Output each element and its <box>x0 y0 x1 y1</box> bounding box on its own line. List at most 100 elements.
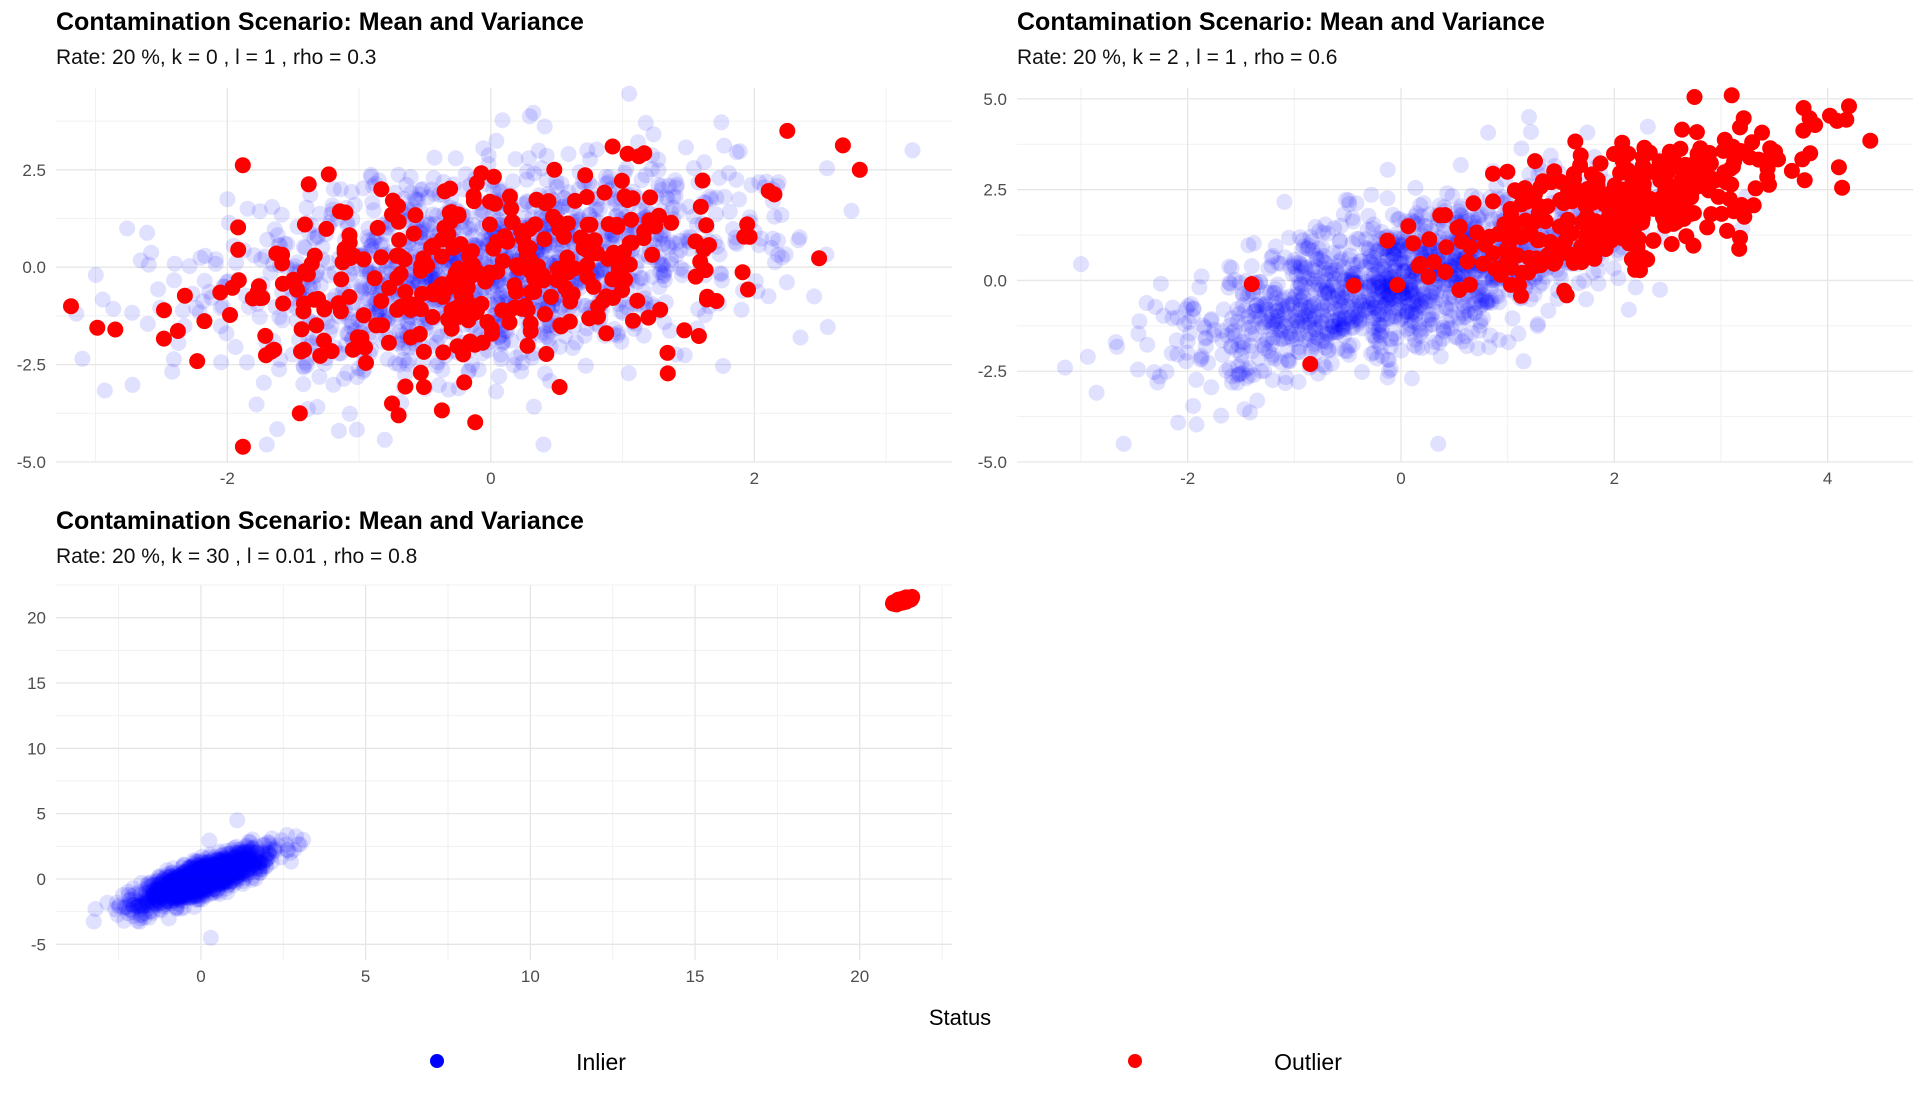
inlier-point <box>1407 306 1424 323</box>
inlier-point <box>1405 304 1422 321</box>
outlier-point <box>433 402 450 419</box>
inlier-point <box>1398 304 1415 320</box>
inlier-point <box>458 219 475 236</box>
inlier-point <box>1196 319 1213 336</box>
inlier-point <box>651 278 668 295</box>
inlier-point <box>266 221 283 238</box>
inlier-point <box>1266 350 1283 367</box>
inlier-point <box>1185 398 1202 414</box>
y-tick-label: -5.0 <box>17 453 46 472</box>
outlier-point <box>222 307 238 323</box>
inlier-point <box>353 278 370 294</box>
inlier-point <box>295 238 312 255</box>
inlier-point <box>711 169 728 186</box>
inlier-point <box>1534 275 1551 292</box>
inlier-point <box>1415 286 1432 303</box>
inlier-point <box>425 170 442 186</box>
inlier-point <box>654 257 671 274</box>
inlier-point <box>647 231 664 248</box>
inlier-point <box>1379 161 1396 178</box>
inlier-point <box>661 322 678 339</box>
inlier-point <box>1335 206 1352 223</box>
inlier-point <box>1382 330 1399 347</box>
inlier-point <box>87 267 104 283</box>
outlier-point <box>1522 217 1538 234</box>
inlier-point <box>429 326 445 343</box>
inlier-point <box>1336 310 1353 327</box>
inlier-point <box>655 235 672 252</box>
outlier-point <box>306 247 323 264</box>
inlier-point <box>1203 312 1220 329</box>
inlier-point <box>330 422 347 439</box>
inlier-point <box>773 207 790 223</box>
inlier-point <box>518 171 535 188</box>
inlier-point <box>1372 327 1389 344</box>
inlier-point <box>1315 333 1332 349</box>
outlier-point <box>384 206 400 223</box>
outlier-point <box>811 250 828 267</box>
inlier-point <box>379 351 396 368</box>
inlier-point <box>1270 307 1287 324</box>
inlier-point <box>629 273 646 290</box>
outlier-point <box>454 301 471 318</box>
outlier-point <box>404 296 421 313</box>
inlier-point <box>1380 292 1397 309</box>
inlier-point <box>1401 320 1417 336</box>
inlier-point <box>295 359 312 376</box>
inlier-point <box>567 334 584 351</box>
outlier-point <box>1677 156 1694 173</box>
inlier-point <box>661 177 677 194</box>
outlier-point <box>1744 134 1761 151</box>
inlier-point <box>1294 242 1311 259</box>
inlier-point <box>770 246 786 263</box>
inlier-point <box>1403 370 1420 387</box>
inlier-point <box>1300 306 1317 323</box>
outlier-point <box>1726 153 1743 170</box>
inlier-point <box>1540 302 1557 319</box>
inlier-point <box>251 309 268 325</box>
outlier-point <box>212 284 229 301</box>
inlier-point <box>1307 263 1323 279</box>
inlier-point <box>1281 229 1297 246</box>
outlier-point <box>1614 230 1631 247</box>
inlier-point <box>650 162 667 179</box>
outlier-point <box>736 228 753 245</box>
inlier-point <box>1272 255 1289 272</box>
outlier-point <box>694 172 711 189</box>
outlier-point <box>425 237 441 254</box>
inlier-point <box>533 245 550 262</box>
inlier-point <box>196 272 213 289</box>
inlier-point <box>548 178 565 195</box>
inlier-point <box>665 199 682 216</box>
panel-1-subtitle: Rate: 20 %, k = 0 , l = 1 , rho = 0.3 <box>56 46 376 69</box>
inlier-point <box>1374 283 1391 300</box>
outlier-point <box>435 344 452 361</box>
inlier-point <box>1330 257 1347 274</box>
inlier-point <box>1203 311 1220 327</box>
outlier-point <box>405 225 422 242</box>
inlier-point <box>312 277 329 294</box>
inlier-point <box>1346 301 1363 318</box>
outlier-point <box>553 318 570 335</box>
inlier-point <box>339 364 356 381</box>
inlier-point <box>1379 287 1396 304</box>
inlier-point <box>588 198 605 215</box>
inlier-point <box>192 249 209 266</box>
inlier-point <box>1314 295 1331 312</box>
inlier-point <box>402 169 419 185</box>
outlier-point <box>624 190 641 207</box>
outlier-point <box>189 353 206 370</box>
inlier-point <box>1287 288 1304 305</box>
inlier-point <box>239 837 256 854</box>
outlier-point <box>300 176 317 193</box>
inlier-point <box>1326 270 1343 287</box>
outlier-point <box>296 263 313 280</box>
inlier-point <box>1343 292 1360 309</box>
inlier-point <box>1324 289 1341 306</box>
inlier-point <box>1246 303 1263 320</box>
inlier-point <box>1249 392 1266 409</box>
outlier-point <box>442 180 459 197</box>
inlier-point <box>1317 254 1334 271</box>
inlier-point <box>348 421 365 438</box>
inlier-point <box>1407 306 1424 323</box>
